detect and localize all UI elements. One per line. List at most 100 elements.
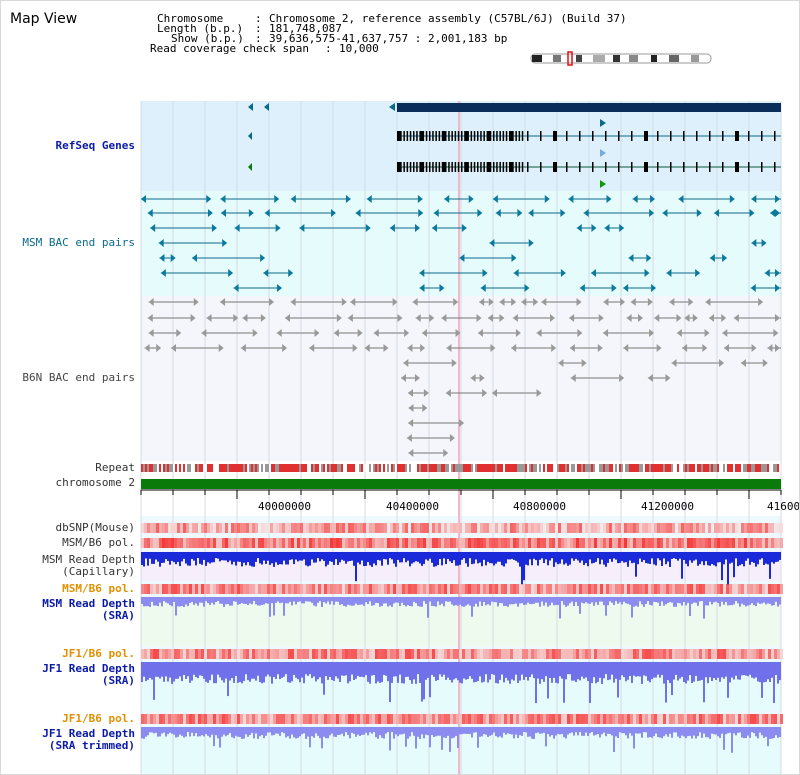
bac-end-arrow [511, 298, 517, 306]
repeat-mark [575, 464, 577, 472]
heat-cell [501, 714, 504, 724]
depth-bar [403, 727, 405, 734]
depth-bar [537, 552, 539, 566]
heat-cell [180, 584, 183, 594]
depth-bar [517, 662, 519, 683]
depth-bar [761, 727, 763, 736]
depth-bar [627, 597, 629, 604]
heat-cell [747, 538, 750, 548]
depth-bar [715, 662, 717, 680]
heat-cell [390, 538, 393, 548]
depth-bar [235, 662, 237, 676]
depth-bar [307, 727, 309, 737]
heat-cell [492, 523, 495, 533]
heat-cell [525, 523, 528, 533]
heat-cell [222, 649, 225, 659]
heat-cell [372, 584, 375, 594]
depth-bar [495, 552, 497, 564]
repeat-mark [245, 464, 247, 472]
heat-cell [315, 714, 318, 724]
heat-cell [153, 649, 156, 659]
heat-cell [156, 584, 159, 594]
repeat-mark [363, 464, 365, 472]
depth-bar [705, 662, 707, 678]
heat-cell [519, 714, 522, 724]
repeat-mark [741, 464, 743, 472]
depth-bar [569, 597, 571, 604]
depth-bar [327, 552, 329, 565]
heat-cell [282, 714, 285, 724]
heat-cell [585, 584, 588, 594]
depth-bar [319, 552, 321, 562]
depth-bar [385, 552, 387, 560]
depth-bar [479, 597, 481, 602]
depth-bar [737, 552, 739, 567]
depth-bar [649, 662, 651, 683]
heat-cell [501, 523, 504, 533]
exon [473, 162, 476, 172]
depth-bar [209, 727, 211, 738]
depth-bar [777, 662, 779, 684]
heat-cell [183, 649, 186, 659]
depth-bar [557, 662, 559, 684]
bac-end-arrow [492, 195, 498, 203]
repeat-mark [423, 464, 425, 472]
depth-bar [693, 662, 695, 682]
depth-bar [631, 662, 633, 683]
depth-bar [347, 552, 349, 562]
exon [432, 131, 434, 141]
bac-end-arrow [392, 298, 398, 306]
depth-bar [393, 552, 395, 564]
repeat-mark [525, 464, 527, 472]
label-refseq-genes[interactable]: RefSeq Genes [55, 139, 135, 152]
exon [592, 162, 594, 172]
heat-cell [384, 584, 387, 594]
repeat-mark [499, 464, 501, 472]
heat-cell [171, 714, 174, 724]
heat-cell [666, 584, 669, 594]
depth-bar [745, 597, 747, 607]
depth-bar [615, 552, 617, 560]
heat-cell [756, 584, 759, 594]
heat-cell [228, 714, 231, 724]
repeat-mark [621, 464, 623, 472]
repeat-mark [379, 464, 381, 472]
depth-bar [669, 597, 671, 603]
heat-cell [753, 649, 756, 659]
heat-cell [747, 523, 750, 533]
bac-end-arrow [252, 329, 258, 337]
repeat-mark [359, 464, 361, 472]
heat-cell [240, 584, 243, 594]
heat-cell [456, 714, 459, 724]
repeat-mark [543, 464, 545, 472]
heat-cell [735, 649, 738, 659]
depth-bar [295, 662, 297, 678]
heat-cell [399, 649, 402, 659]
heat-cell [273, 714, 276, 724]
heat-cell [603, 538, 606, 548]
bac-end-arrow [407, 389, 413, 397]
depth-bar [359, 597, 361, 605]
heat-cell [489, 538, 492, 548]
repeat-mark [451, 464, 453, 472]
depth-bar [585, 662, 587, 678]
depth-bar [609, 662, 611, 680]
depth-bar [403, 552, 405, 559]
heat-cell [360, 714, 363, 724]
heat-cell [642, 714, 645, 724]
repeat-mark [625, 464, 627, 472]
depth-bar [203, 727, 205, 737]
heat-cell [447, 584, 450, 594]
heat-cell [687, 714, 690, 724]
label-msm-bac-end-pairs[interactable]: MSM BAC end pairs [22, 236, 135, 249]
heat-cell [360, 649, 363, 659]
depth-bar [267, 662, 269, 675]
heat-cell [753, 584, 756, 594]
depth-bar [333, 597, 335, 605]
label-b6n-bac-end-pairs[interactable]: B6N BAC end pairs [22, 371, 135, 384]
heat-cell [612, 538, 615, 548]
bac-end-arrow [407, 344, 413, 352]
depth-bar [239, 662, 241, 682]
heat-cell [435, 649, 438, 659]
